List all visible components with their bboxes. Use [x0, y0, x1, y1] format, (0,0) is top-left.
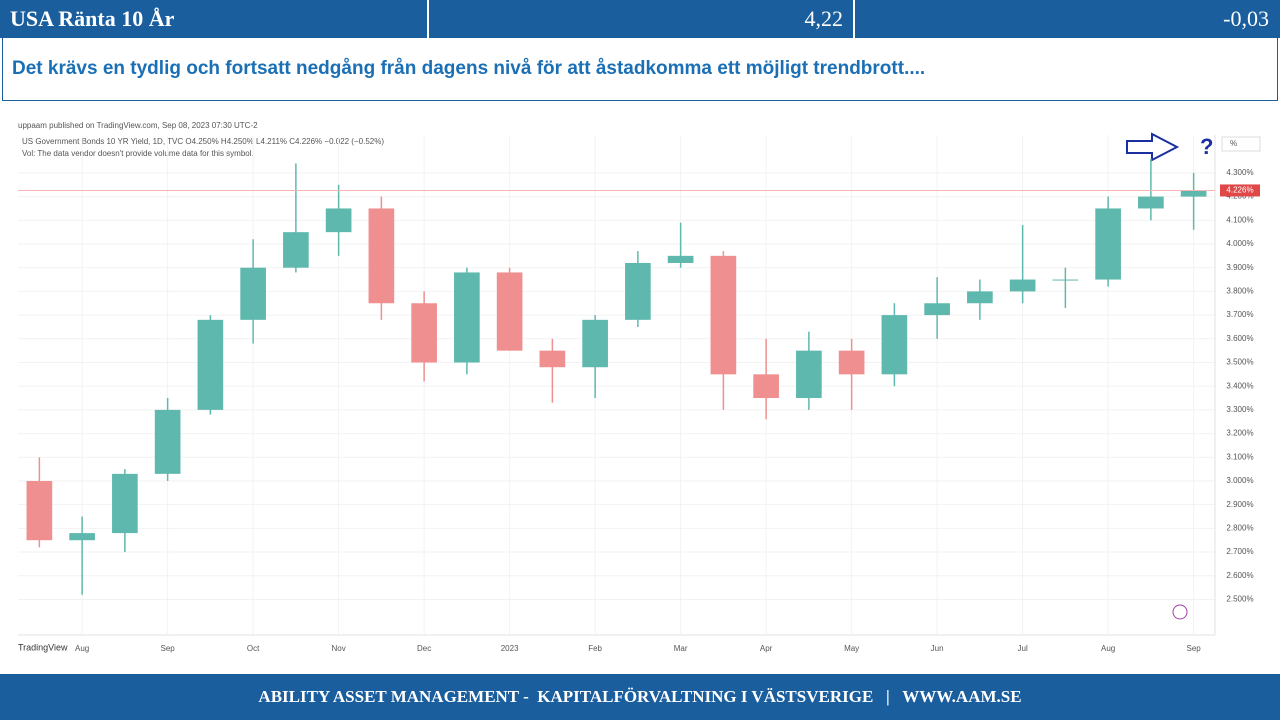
chart-bg [15, 115, 1265, 665]
x-tick-label: Apr [760, 644, 773, 653]
y-tick-label: 4.100% [1226, 215, 1253, 224]
candle-body [881, 315, 908, 375]
y-tick-label: 3.000% [1226, 476, 1253, 485]
candle-body [411, 303, 437, 363]
y-tick-label: 3.200% [1226, 429, 1253, 438]
y-tick-label: 3.600% [1226, 334, 1253, 343]
candle-body [368, 208, 395, 304]
header-title: USA Ränta 10 År [10, 6, 175, 31]
candle-body [197, 319, 224, 410]
arrow [1126, 132, 1180, 162]
header-value: 4,22 [804, 6, 844, 31]
candle-body [26, 480, 53, 541]
price-tag-label: 4.226% [1226, 186, 1253, 195]
divider [427, 0, 429, 38]
candle-body [1009, 279, 1036, 292]
candle-body [625, 262, 651, 320]
annotation: ? [1200, 134, 1213, 159]
x-tick-label: Jul [1018, 644, 1028, 653]
candle-body [710, 255, 737, 375]
candle-body [1095, 208, 1121, 280]
divider [853, 0, 855, 38]
x-tick-label: Nov [332, 644, 346, 653]
x-tick-label: Sep [161, 644, 176, 653]
candle-body [924, 303, 950, 316]
y-tick-label: 3.500% [1226, 358, 1253, 367]
chart: uppaam published on TradingView.com, Sep… [15, 115, 1265, 665]
candle-body [283, 232, 309, 268]
header-change: -0,03 [1223, 6, 1269, 31]
candle-body [69, 533, 95, 541]
candle-body [496, 272, 523, 351]
x-tick-label: Feb [588, 644, 602, 653]
scale-label: % [1230, 139, 1237, 148]
subtitle-box: Det krävs en tydlig och fortsatt nedgång… [2, 38, 1278, 101]
logo: TradingView [18, 642, 68, 652]
candle-body [667, 255, 694, 263]
footer: ABILITY ASSET MANAGEMENT - KAPITALFÖRVAL… [0, 674, 1280, 720]
scale-box [1221, 136, 1261, 152]
candle-body [154, 409, 181, 474]
chart-subtitle: Vol: The data vendor doesn't provide vol… [22, 149, 254, 158]
candle-body [838, 350, 865, 375]
candle-body [454, 272, 480, 363]
y-tick-label: 2.800% [1226, 523, 1253, 532]
candle-body [967, 291, 993, 304]
icon [1172, 604, 1188, 620]
y-tick-label: 4.000% [1226, 239, 1253, 248]
x-tick-label: May [844, 644, 859, 653]
candle-body [582, 319, 608, 368]
x-tick-label: Aug [75, 644, 89, 653]
price-tag [1220, 184, 1260, 197]
candle-body [1052, 279, 1079, 281]
y-tick-label: 2.900% [1226, 500, 1253, 509]
candle-body [539, 350, 566, 368]
y-tick-label: 3.800% [1226, 287, 1253, 296]
candle-body [240, 267, 266, 320]
y-tick-label: 3.900% [1226, 263, 1253, 272]
candle-body [112, 473, 138, 534]
subtitle: Det krävs en tydlig och fortsatt nedgång… [12, 58, 926, 79]
candle-body [325, 208, 352, 233]
header-bar: USA Ränta 10 År 4,22 -0,03 [0, 0, 1280, 38]
chart-title: US Government Bonds 10 YR Yield, 1D, TVC… [22, 137, 384, 146]
y-tick-label: 3.400% [1226, 381, 1253, 390]
x-tick-label: 2023 [501, 644, 519, 653]
x-tick-label: Sep [1187, 644, 1202, 653]
x-tick-label: Mar [674, 644, 688, 653]
y-tick-label: 3.700% [1226, 310, 1253, 319]
y-tick-label: 3.300% [1226, 405, 1253, 414]
x-tick-label: Dec [417, 644, 431, 653]
y-tick-label: 2.700% [1226, 547, 1253, 556]
published: uppaam published on TradingView.com, Sep… [18, 121, 258, 130]
y-tick-label: 2.600% [1226, 571, 1253, 580]
candle-body [1180, 190, 1207, 197]
x-tick-label: Oct [247, 644, 260, 653]
x-tick-label: Aug [1101, 644, 1115, 653]
candle-body [1138, 196, 1164, 209]
candle-body [796, 350, 822, 399]
x-tick-label: Jun [931, 644, 944, 653]
y-tick-label: 2.500% [1226, 595, 1253, 604]
y-tick-label: 3.100% [1226, 452, 1253, 461]
candle-body [753, 374, 779, 399]
y-tick-label: 4.300% [1226, 168, 1253, 177]
